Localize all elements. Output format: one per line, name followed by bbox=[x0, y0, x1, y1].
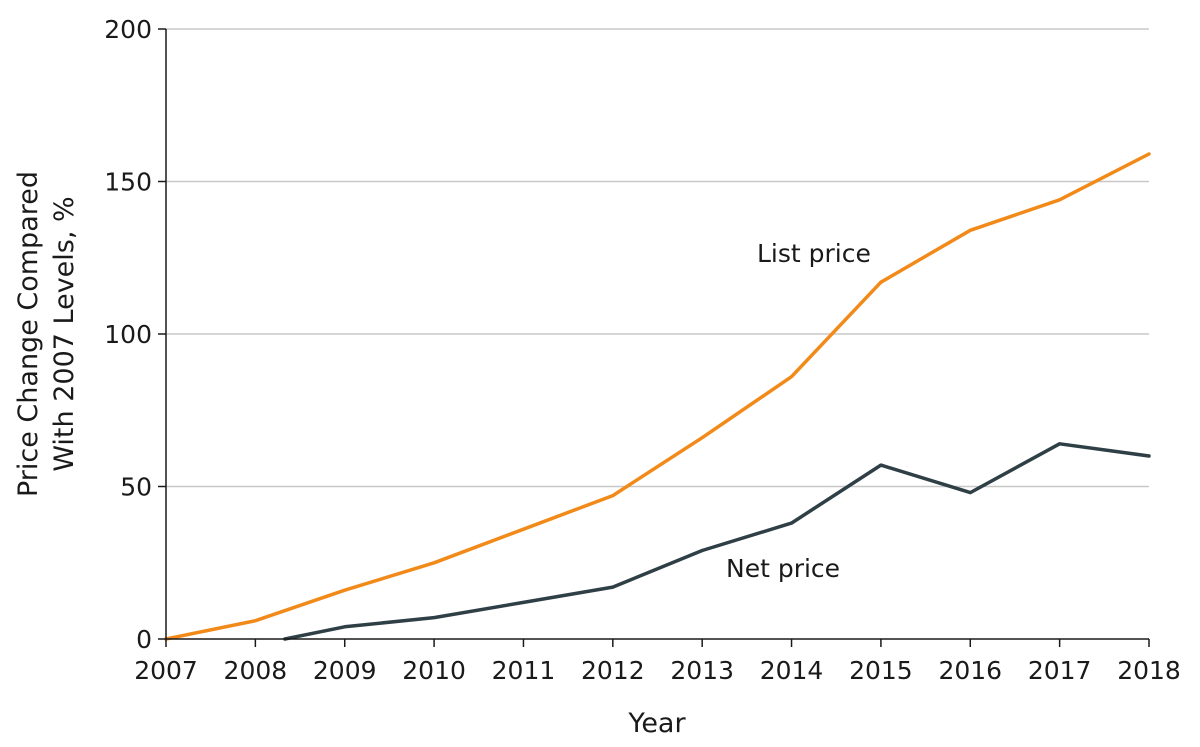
x-tick-label: 2008 bbox=[224, 656, 288, 685]
x-tick-label: 2017 bbox=[1028, 656, 1092, 685]
y-tick-label: 150 bbox=[104, 168, 152, 197]
x-tick-label: 2015 bbox=[849, 656, 913, 685]
y-axis-label-line-2: With 2007 Levels, % bbox=[49, 196, 80, 471]
x-tick-label: 2013 bbox=[670, 656, 734, 685]
ticks: 0 50 100 150 200 2007 2008 2009 2010 2011 2012 2013… bbox=[104, 15, 1181, 685]
x-axis-label: Year bbox=[627, 708, 686, 739]
net-price-line bbox=[283, 442, 1151, 641]
x-tick-label: 2007 bbox=[134, 656, 198, 685]
y-axis-label: Price Change Compared With 2007 Levels, … bbox=[13, 171, 80, 497]
y-axis-label-line-1: Price Change Compared bbox=[13, 171, 44, 497]
x-tick-label: 2014 bbox=[760, 656, 824, 685]
x-tick-label: 2009 bbox=[313, 656, 377, 685]
x-tick-label: 2016 bbox=[938, 656, 1002, 685]
series-label-net-price: Net price bbox=[726, 554, 840, 583]
series-lines bbox=[164, 152, 1151, 641]
x-tick-label: 2010 bbox=[402, 656, 466, 685]
y-tick-label: 100 bbox=[104, 320, 152, 349]
y-tick-label: 200 bbox=[104, 15, 152, 44]
x-tick-label: 2018 bbox=[1117, 656, 1181, 685]
gridlines bbox=[166, 28, 1149, 488]
x-tick-label: 2011 bbox=[492, 656, 556, 685]
y-tick-label: 0 bbox=[136, 625, 152, 654]
series-label-list-price: List price bbox=[757, 239, 871, 268]
list-price-line bbox=[164, 152, 1151, 641]
x-tick-label: 2012 bbox=[581, 656, 645, 685]
y-tick-label: 50 bbox=[120, 473, 152, 502]
